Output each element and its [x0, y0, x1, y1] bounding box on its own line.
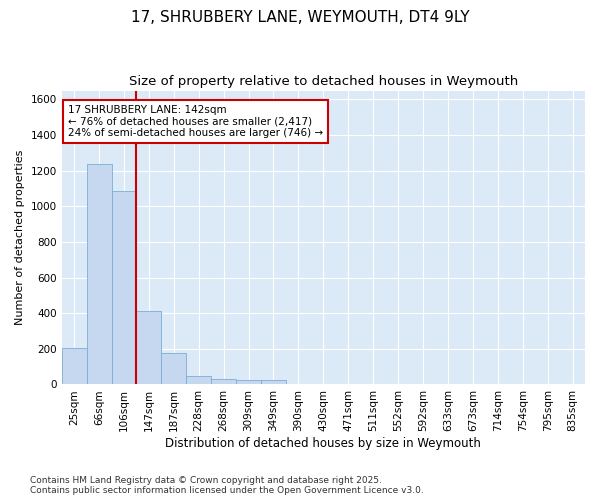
- Text: 17 SHRUBBERY LANE: 142sqm
← 76% of detached houses are smaller (2,417)
24% of se: 17 SHRUBBERY LANE: 142sqm ← 76% of detac…: [68, 105, 323, 138]
- Bar: [211, 379, 236, 384]
- Title: Size of property relative to detached houses in Weymouth: Size of property relative to detached ho…: [129, 75, 518, 88]
- X-axis label: Distribution of detached houses by size in Weymouth: Distribution of detached houses by size …: [166, 437, 481, 450]
- Bar: [186, 376, 211, 384]
- Bar: [236, 380, 261, 384]
- Bar: [161, 354, 186, 384]
- Bar: [261, 380, 286, 384]
- Bar: [136, 310, 161, 384]
- Text: Contains HM Land Registry data © Crown copyright and database right 2025.
Contai: Contains HM Land Registry data © Crown c…: [30, 476, 424, 495]
- Text: 17, SHRUBBERY LANE, WEYMOUTH, DT4 9LY: 17, SHRUBBERY LANE, WEYMOUTH, DT4 9LY: [131, 10, 469, 25]
- Bar: [112, 191, 136, 384]
- Bar: [86, 164, 112, 384]
- Bar: [62, 348, 86, 385]
- Y-axis label: Number of detached properties: Number of detached properties: [15, 150, 25, 325]
